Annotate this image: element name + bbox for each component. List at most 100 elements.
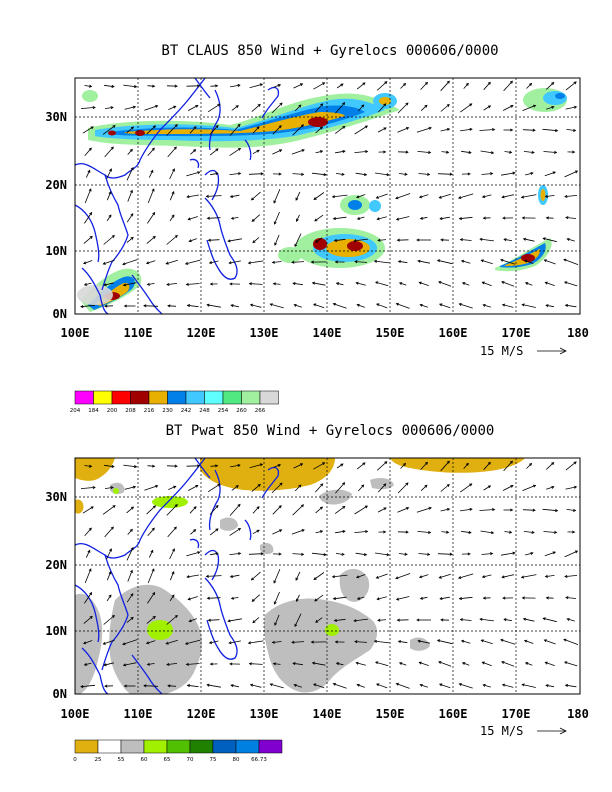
wind-arrow <box>462 282 470 286</box>
colorbar-label: 242 <box>181 408 192 414</box>
wind-arrow-head <box>342 102 346 106</box>
wind-arrow <box>187 574 199 578</box>
wind-arrow <box>375 172 389 176</box>
wind-arrow <box>228 618 242 622</box>
wind-arrow-head <box>322 82 326 86</box>
wind-arrow-head <box>152 235 156 239</box>
wind-arrow <box>396 683 410 689</box>
wind-vectors <box>80 80 579 309</box>
wind-arrow-head <box>80 304 84 309</box>
wind-arrow-head <box>482 596 486 600</box>
wind-arrow-head <box>424 81 428 85</box>
wind-arrow <box>354 531 368 533</box>
wind-arrow-head <box>531 530 535 534</box>
wind-arrow <box>565 217 577 219</box>
wind-arrow <box>293 282 303 286</box>
wind-arrow <box>292 553 304 555</box>
wind-arrow-head <box>355 281 359 285</box>
wind-arrow-head <box>90 126 94 130</box>
wind-arrow <box>356 574 366 578</box>
wind-arrow <box>522 105 536 111</box>
wind-arrow <box>271 102 283 114</box>
wind-arrow <box>522 304 536 308</box>
wind-arrow <box>398 553 408 555</box>
wind-arrow-head <box>449 172 453 176</box>
wind-arrow-head <box>215 124 219 128</box>
wind-arrow-head <box>229 574 234 578</box>
wind-arrow-head <box>479 617 483 621</box>
panel1-title: BT CLAUS 850 Wind + Gyrelocs 000606/0000 <box>161 43 498 59</box>
wind-arrow-head <box>185 662 189 666</box>
wind-arrow <box>334 506 346 514</box>
wind-arrow <box>231 105 239 111</box>
wind-arrow <box>565 106 577 110</box>
wind-arrow <box>148 550 154 558</box>
wind-arrow <box>522 684 536 688</box>
wind-arrow-head <box>446 460 450 464</box>
wind-arrow-head <box>364 125 368 129</box>
cloud-cluster-east <box>495 185 552 272</box>
wind-arrow <box>440 104 450 112</box>
wind-arrow-head <box>500 258 504 262</box>
wind-arrow-head <box>446 507 451 511</box>
wind-arrow-head <box>543 639 547 643</box>
colorbar-swatch <box>167 390 187 405</box>
wind-arrow-head <box>319 530 324 534</box>
wind-arrow <box>396 216 410 220</box>
wind-arrow-head <box>146 282 151 286</box>
wind-arrow-head <box>461 662 466 665</box>
colorbar-label: 248 <box>199 408 210 414</box>
wind-arrow <box>315 126 323 134</box>
wind-arrow-head <box>436 259 441 263</box>
wind-arrow <box>503 460 513 472</box>
wind-arrow-head <box>427 552 431 556</box>
wind-arrow <box>230 194 240 198</box>
wind-arrow-head <box>545 216 549 220</box>
wind-arrow-head <box>269 683 273 687</box>
wind-arrow <box>273 283 281 285</box>
wind-arrow-head <box>564 281 568 285</box>
wind-arrow <box>440 508 450 512</box>
wind-arrow-head <box>572 150 576 154</box>
wind-arrow-head <box>482 303 486 307</box>
wind-arrow-head <box>319 126 324 130</box>
panel1-frame <box>74 77 581 315</box>
wind-arrow <box>294 684 302 688</box>
wind-arrow <box>127 149 133 155</box>
wind-arrow-head <box>353 239 357 243</box>
wind-arrow-head <box>468 530 472 534</box>
wind-arrow-head <box>215 148 219 152</box>
wind-arrow <box>545 575 555 577</box>
wind-arrow-head <box>313 683 317 687</box>
wind-arrow <box>525 552 533 556</box>
wind-arrow-head <box>88 527 92 531</box>
wind-arrow-head <box>129 148 133 152</box>
wind-arrow-head <box>296 218 299 222</box>
wind-arrow-head <box>396 238 400 242</box>
x-tick-label: 160E <box>439 326 468 340</box>
wind-arrow-head <box>340 83 344 87</box>
wind-arrow-head <box>428 150 432 154</box>
wind-arrow-head <box>458 683 462 686</box>
wind-arrow <box>251 214 261 222</box>
wind-arrow-head <box>469 127 473 131</box>
wind-arrow-head <box>130 569 133 573</box>
colorbar-label: 184 <box>88 408 99 414</box>
wind-arrow-head <box>501 303 506 307</box>
panel1-colorbar: 204 184 200 208 216 230 242 248 254 260 266 <box>70 390 279 414</box>
wind-arrow-head <box>272 282 276 286</box>
wind-arrow <box>210 85 218 87</box>
wind-arrow <box>84 188 92 204</box>
wind-arrow <box>85 550 91 558</box>
wind-arrow <box>123 464 137 468</box>
wind-arrow-head <box>110 486 114 490</box>
wind-arrow <box>395 193 411 199</box>
wind-arrow-head <box>446 483 450 487</box>
wind-arrow <box>544 259 556 265</box>
wind-arrow <box>398 640 408 644</box>
wind-arrow-head <box>108 571 112 575</box>
colorbar-swatch <box>166 739 191 754</box>
wind-arrow <box>292 124 304 136</box>
wind-arrow-head <box>424 104 428 108</box>
wind-arrow-head <box>299 83 304 87</box>
